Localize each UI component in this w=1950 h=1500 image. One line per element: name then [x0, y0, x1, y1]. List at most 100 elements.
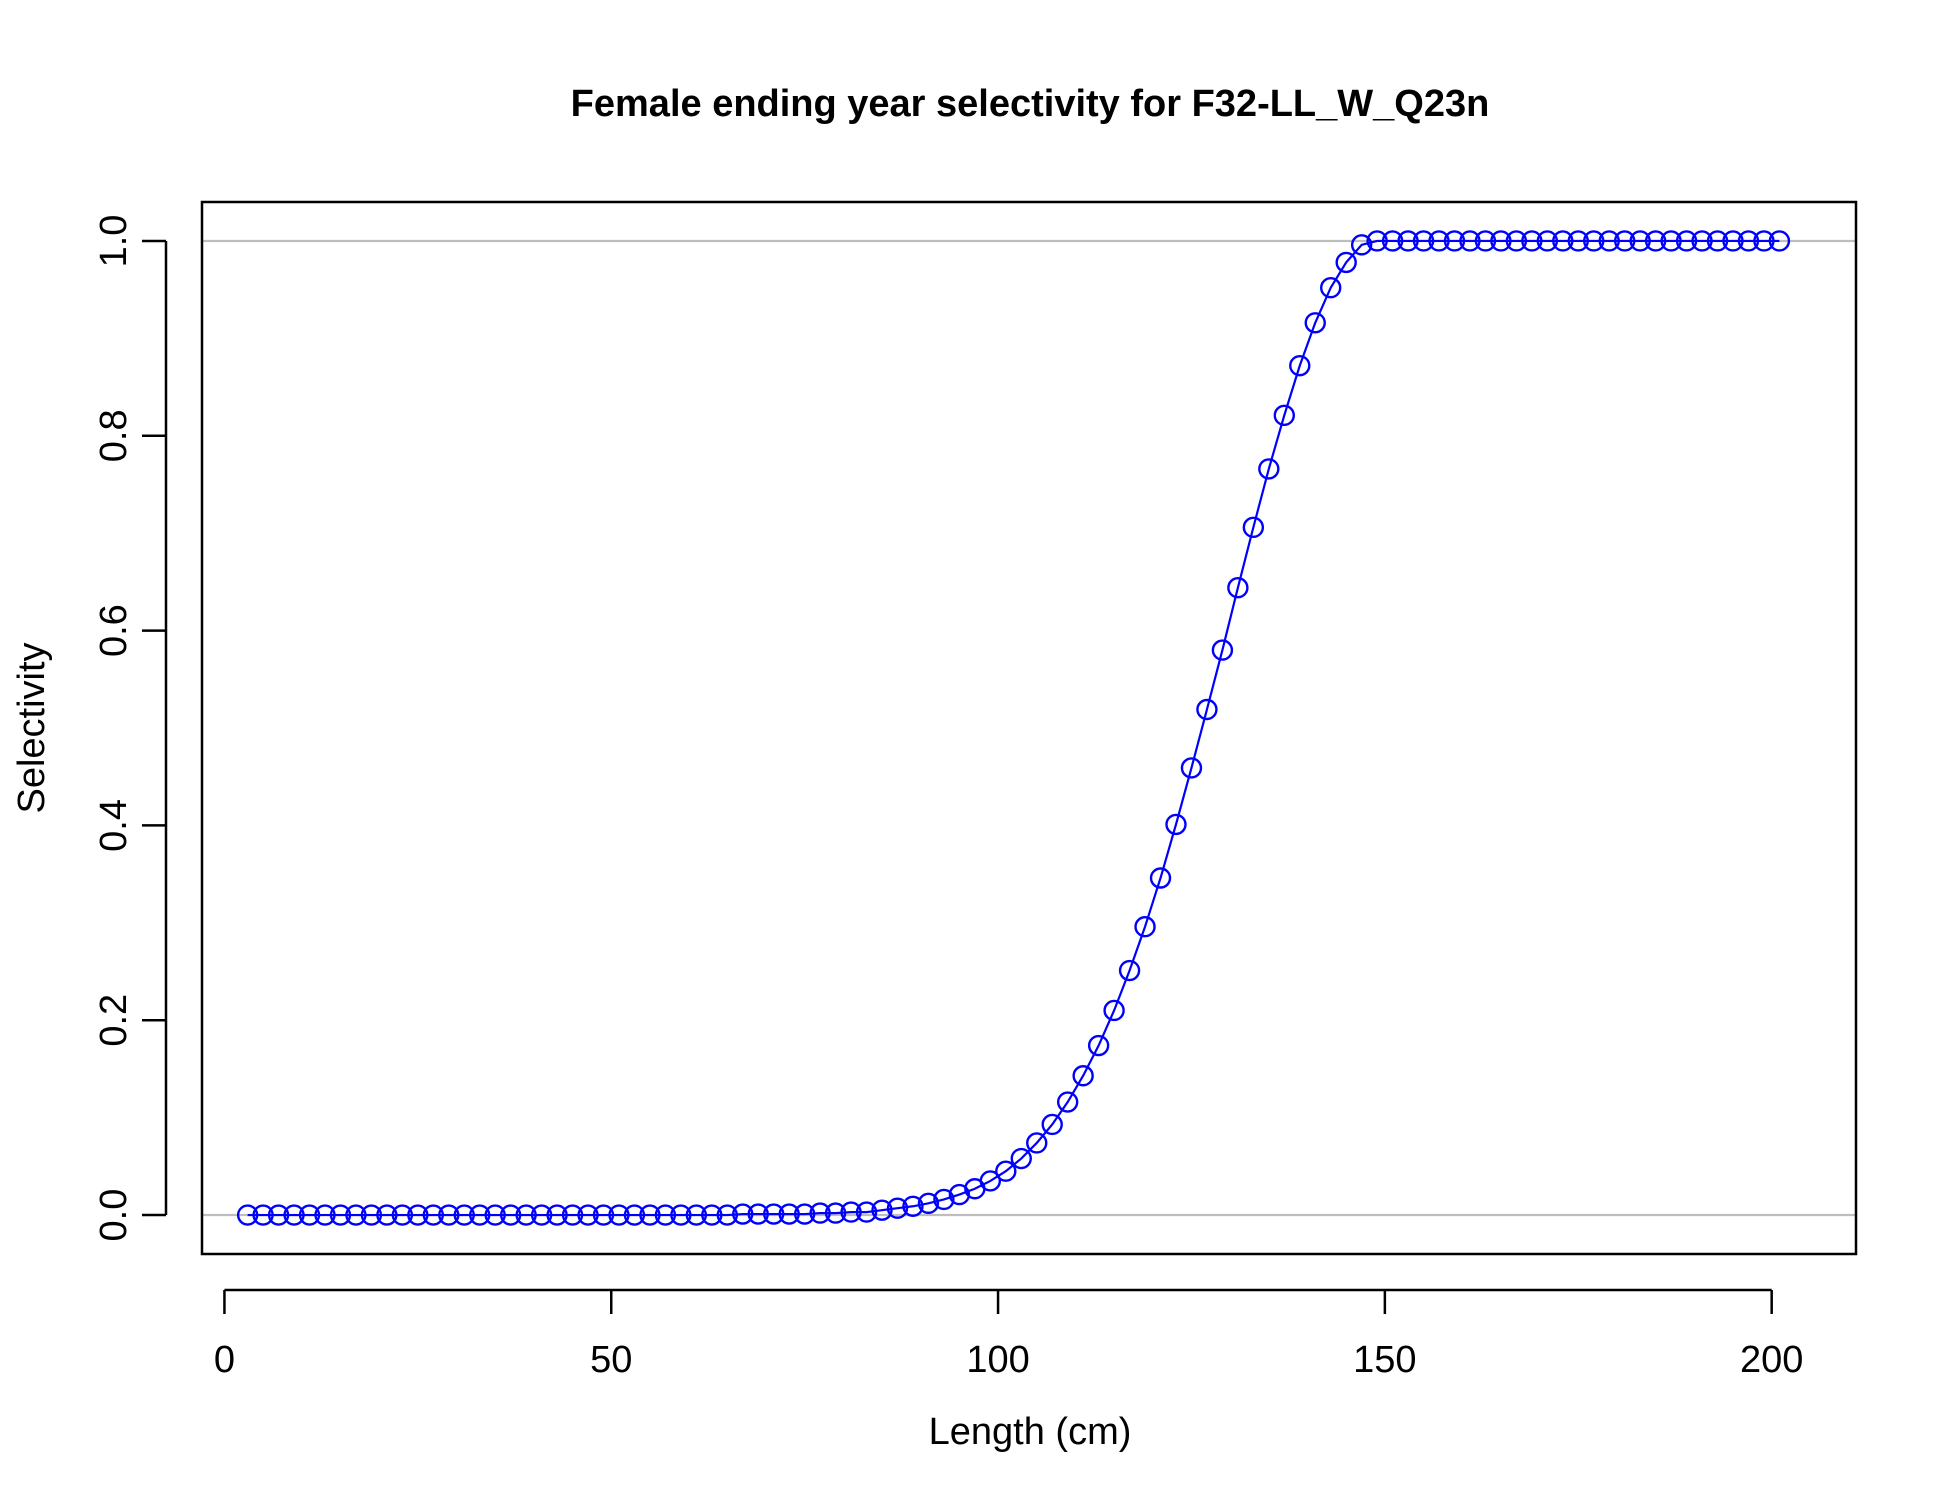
data-point-62	[1196, 698, 1218, 721]
data-point-0	[236, 1204, 259, 1226]
data-point-84	[1536, 230, 1559, 252]
data-point-36	[793, 1203, 816, 1225]
data-point-71	[1335, 251, 1357, 274]
data-point-80	[1474, 230, 1497, 252]
data-point-61	[1180, 757, 1203, 779]
data-point-20	[546, 1204, 568, 1226]
y-tick-label-5: 1.0	[93, 215, 135, 268]
data-point-23	[592, 1204, 615, 1226]
data-point-66	[1258, 458, 1280, 480]
data-point-39	[840, 1201, 862, 1223]
data-point-6	[329, 1204, 352, 1226]
data-point-14	[453, 1204, 475, 1226]
data-point-91	[1644, 230, 1667, 252]
data-point-96	[1722, 230, 1744, 252]
data-point-30	[701, 1204, 723, 1226]
y-axis-label: Selectivity	[11, 642, 53, 813]
data-point-72	[1350, 234, 1373, 256]
data-point-15	[469, 1204, 491, 1226]
data-point-89	[1613, 230, 1636, 252]
chart-title: Female ending year selectivity for F32-L…	[571, 83, 1490, 125]
data-point-12	[422, 1204, 445, 1226]
x-tick-label-4: 200	[1740, 1339, 1803, 1381]
data-point-41	[871, 1199, 893, 1221]
y-axis: 0.0 0.2 0.4 0.6 0.8 1.0	[93, 215, 168, 1241]
data-point-98	[1753, 230, 1775, 252]
y-tick-label-4: 0.8	[93, 409, 135, 462]
data-point-50	[1010, 1147, 1032, 1170]
data-point-17	[499, 1204, 522, 1226]
data-point-83	[1521, 230, 1543, 252]
data-point-21	[561, 1204, 584, 1226]
data-point-74	[1381, 230, 1404, 252]
data-point-5	[314, 1204, 336, 1226]
data-point-44	[917, 1192, 940, 1215]
data-point-85	[1552, 230, 1574, 252]
data-point-94	[1691, 230, 1713, 252]
data-point-52	[1041, 1113, 1063, 1136]
data-point-99	[1768, 230, 1791, 252]
data-point-60	[1165, 813, 1187, 836]
data-point-58	[1134, 916, 1156, 938]
x-axis-label: Length (cm)	[929, 1411, 1132, 1453]
x-axis: 0 50 100 150 200	[214, 1288, 1803, 1381]
data-point-95	[1706, 230, 1729, 252]
series-line	[247, 239, 1780, 1217]
data-point-49	[995, 1160, 1017, 1182]
data-point-42	[886, 1197, 909, 1219]
data-point-56	[1103, 999, 1125, 1022]
data-point-45	[933, 1188, 955, 1211]
data-point-26	[639, 1204, 661, 1226]
data-point-33	[747, 1203, 769, 1225]
data-point-27	[654, 1204, 677, 1226]
data-point-40	[855, 1201, 878, 1223]
series-points	[236, 230, 1791, 1226]
data-point-73	[1366, 230, 1388, 252]
data-point-13	[438, 1204, 460, 1226]
data-point-82	[1505, 230, 1528, 252]
data-point-2	[267, 1204, 290, 1226]
data-point-51	[1026, 1132, 1048, 1154]
data-point-86	[1567, 230, 1589, 252]
data-point-24	[608, 1204, 630, 1226]
data-point-1	[252, 1204, 274, 1226]
data-point-22	[577, 1204, 599, 1226]
data-point-64	[1227, 577, 1249, 599]
data-point-63	[1211, 639, 1234, 661]
plot-frame	[200, 200, 1858, 1256]
data-point-3	[283, 1204, 305, 1226]
y-tick-label-2: 0.4	[93, 799, 135, 852]
data-point-7	[345, 1204, 367, 1226]
y-tick-label-1: 0.2	[93, 994, 135, 1047]
data-point-37	[809, 1202, 831, 1224]
data-point-25	[623, 1204, 646, 1226]
data-point-53	[1056, 1091, 1079, 1113]
data-point-8	[360, 1204, 383, 1226]
data-point-79	[1459, 230, 1481, 252]
data-point-97	[1737, 230, 1760, 252]
data-point-81	[1490, 230, 1512, 252]
reference-lines	[202, 239, 1856, 1217]
x-tick-label-2: 100	[966, 1339, 1029, 1381]
data-point-65	[1242, 516, 1265, 539]
data-point-38	[824, 1202, 847, 1224]
data-point-29	[685, 1204, 708, 1226]
data-point-10	[391, 1204, 414, 1226]
data-point-18	[515, 1204, 537, 1226]
data-point-55	[1087, 1034, 1110, 1057]
data-point-57	[1118, 959, 1141, 982]
data-point-16	[484, 1204, 506, 1226]
data-point-43	[902, 1195, 924, 1217]
data-point-78	[1443, 230, 1466, 252]
data-point-4	[298, 1204, 321, 1226]
data-point-76	[1412, 230, 1435, 252]
data-point-19	[530, 1204, 553, 1226]
data-point-48	[979, 1170, 1002, 1192]
data-point-54	[1072, 1065, 1094, 1087]
data-point-93	[1675, 230, 1698, 252]
x-tick-label-0: 0	[214, 1339, 235, 1381]
data-point-11	[407, 1204, 429, 1226]
data-point-90	[1629, 230, 1651, 252]
x-tick-label-3: 150	[1353, 1339, 1416, 1381]
